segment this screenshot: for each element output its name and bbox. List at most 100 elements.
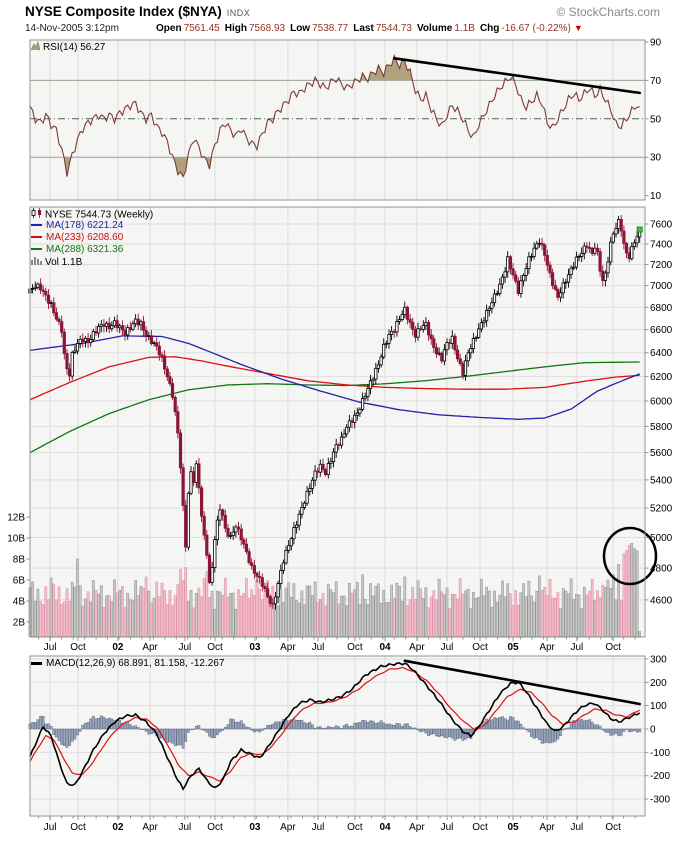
svg-text:Oct: Oct (605, 822, 621, 833)
chart-header: NYSE Composite Index ($NYA) INDX © StockC… (25, 3, 670, 34)
svg-text:04: 04 (379, 822, 391, 833)
svg-text:6600: 6600 (650, 325, 673, 336)
svg-text:-100: -100 (650, 748, 670, 759)
quote-value: 7568.93 (248, 23, 286, 34)
quote-value: 1.1B (454, 23, 475, 34)
svg-text:6000: 6000 (650, 397, 673, 408)
svg-text:Apr: Apr (539, 822, 555, 833)
svg-text:5000: 5000 (650, 533, 673, 544)
rsi-legend-label: RSI(14) 56.27 (43, 42, 106, 54)
svg-text:0: 0 (650, 725, 656, 736)
svg-text:5200: 5200 (650, 504, 673, 515)
symbol-legend-label: NYSE 7544.73 (Weekly) (45, 209, 154, 221)
symbol-legend-row: NYSE 7544.73 (Weekly) (31, 208, 154, 221)
svg-text:-300: -300 (650, 795, 670, 806)
svg-text:Oct: Oct (207, 642, 223, 653)
svg-text:Jul: Jul (441, 822, 454, 833)
ma-legend-item: MA(288) 6321.36 (31, 244, 153, 256)
svg-text:10B: 10B (7, 534, 25, 545)
quote-label: High (224, 23, 247, 34)
svg-text:Oct: Oct (605, 642, 621, 653)
volume-legend-row: Vol 1.1B (31, 256, 153, 268)
svg-text:100: 100 (650, 701, 667, 712)
svg-text:Apr: Apr (280, 642, 296, 653)
rsi-area-icon (30, 41, 41, 53)
svg-text:4B: 4B (13, 597, 26, 608)
svg-text:7200: 7200 (650, 260, 673, 271)
svg-text:30: 30 (650, 153, 662, 164)
svg-text:Apr: Apr (142, 822, 158, 833)
ma-line-icon (31, 248, 42, 251)
svg-text:5800: 5800 (650, 422, 673, 433)
copyright: © StockCharts.com (556, 5, 660, 19)
svg-text:Jul: Jul (179, 822, 192, 833)
quote-row: 14-Nov-2005 3:12pm Open 7561.45 High 7568.93… (25, 23, 670, 34)
svg-text:03: 03 (249, 822, 261, 833)
svg-text:6B: 6B (13, 576, 26, 587)
svg-text:2B: 2B (13, 618, 26, 629)
quote-label: Low (290, 23, 311, 34)
svg-text:Jul: Jul (44, 822, 57, 833)
svg-text:Oct: Oct (347, 822, 363, 833)
svg-text:Jul: Jul (44, 642, 57, 653)
macd-legend: MACD(12,26,9) 68.891, 81.158, -12.267 (31, 658, 224, 670)
svg-text:03: 03 (249, 642, 261, 653)
svg-text:Oct: Oct (70, 642, 86, 653)
svg-text:Apr: Apr (142, 642, 158, 653)
macd-legend-label: MACD(12,26,9) 68.891, 81.158, -12.267 (46, 658, 225, 669)
quote-label: Chg (479, 23, 500, 34)
quote-value: -16.67 (-0.22%) (501, 23, 571, 34)
svg-text:Jul: Jul (312, 642, 325, 653)
quote-line: Open 7561.45 High 7568.93 Low 7538.77 Last 7544… (151, 23, 571, 34)
timestamp: 14-Nov-2005 3:12pm (25, 23, 119, 34)
title-row: NYSE Composite Index ($NYA) INDX © StockC… (25, 3, 670, 21)
candlestick-icon (31, 208, 42, 221)
svg-text:Oct: Oct (472, 642, 488, 653)
ma-legend-item: MA(233) 6208.60 (31, 232, 153, 244)
svg-text:200: 200 (650, 678, 667, 689)
svg-text:50: 50 (650, 114, 662, 125)
change-down-icon: ▼ (573, 23, 583, 33)
svg-text:4800: 4800 (650, 564, 673, 575)
svg-text:7400: 7400 (650, 240, 673, 251)
svg-text:4600: 4600 (650, 595, 673, 606)
quote-value: 7544.73 (375, 23, 412, 34)
svg-text:70: 70 (650, 76, 662, 87)
svg-text:05: 05 (507, 822, 519, 833)
svg-text:90: 90 (650, 38, 662, 49)
svg-text:12B: 12B (7, 513, 25, 524)
svg-text:300: 300 (650, 655, 667, 666)
price-legend: NYSE 7544.73 (Weekly) MA(178) 6221.24 MA(… (31, 208, 153, 268)
svg-text:6200: 6200 (650, 372, 673, 383)
svg-text:Jul: Jul (179, 642, 192, 653)
rsi-legend: RSI(14) 56.27 (30, 41, 106, 54)
svg-text:Oct: Oct (347, 642, 363, 653)
volume-legend-label: Vol 1.1B (45, 257, 83, 269)
ma-line-icon (31, 224, 42, 227)
svg-text:Apr: Apr (280, 822, 296, 833)
svg-text:Jul: Jul (571, 642, 584, 653)
svg-text:Jul: Jul (312, 822, 325, 833)
svg-text:10: 10 (650, 191, 662, 202)
svg-text:Oct: Oct (472, 822, 488, 833)
macd-line-icon (31, 661, 42, 665)
quote-label: Volume (416, 23, 453, 34)
svg-text:-200: -200 (650, 771, 670, 782)
volume-bars-icon (31, 257, 42, 268)
ma-legend-item: MA(178) 6221.24 (31, 220, 153, 232)
svg-text:7600: 7600 (650, 220, 673, 231)
svg-text:Oct: Oct (70, 822, 86, 833)
page-title: NYSE Composite Index ($NYA) (25, 4, 222, 19)
svg-text:02: 02 (112, 822, 124, 833)
svg-text:Apr: Apr (409, 642, 425, 653)
svg-text:Jul: Jul (441, 642, 454, 653)
quote-value: 7561.45 (183, 23, 220, 34)
quote-label: Last (353, 23, 374, 34)
svg-text:Apr: Apr (539, 642, 555, 653)
svg-text:7000: 7000 (650, 281, 673, 292)
svg-text:5600: 5600 (650, 448, 673, 459)
quote-value: 7538.77 (312, 23, 349, 34)
symbol-type-label: INDX (226, 8, 251, 18)
